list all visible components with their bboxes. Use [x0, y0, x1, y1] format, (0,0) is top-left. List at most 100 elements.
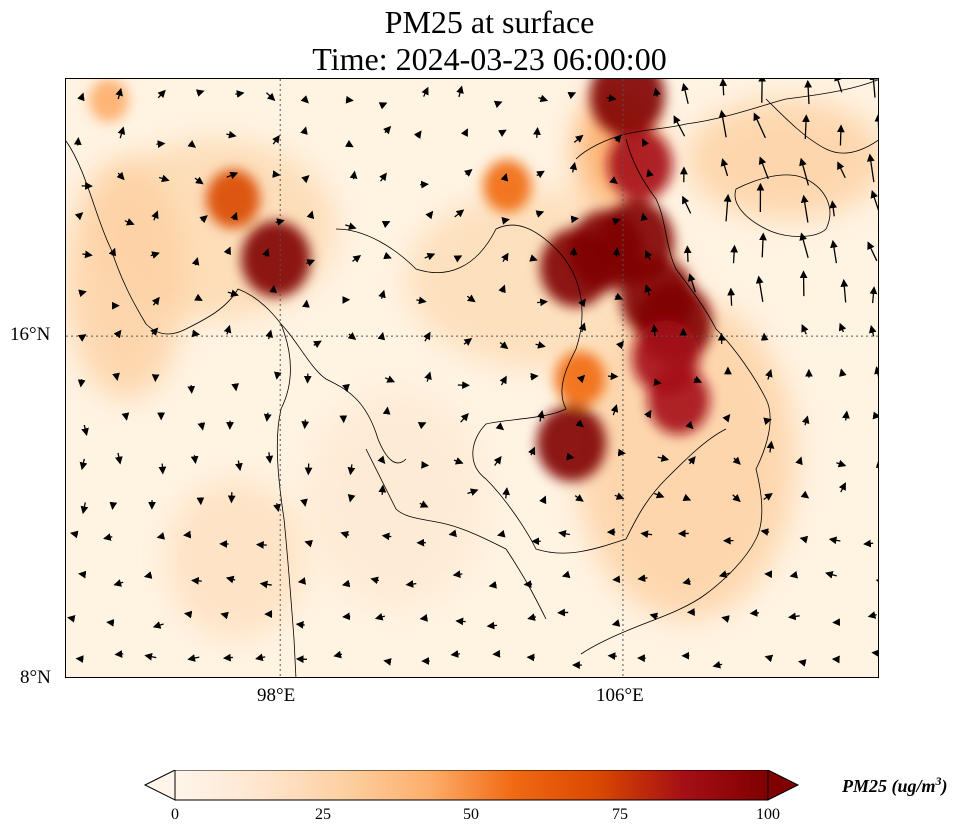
wind-arrow: [799, 232, 809, 258]
wind-arrow: [230, 211, 238, 221]
lon-tick-label: 98°E: [257, 685, 296, 706]
wind-arrow: [347, 332, 357, 341]
wind-arrow: [721, 615, 730, 623]
wind-arrow: [613, 134, 622, 144]
wind-arrow: [424, 253, 436, 261]
wind-arrow: [199, 215, 208, 224]
wind-arrow: [535, 341, 546, 349]
wind-arrow: [537, 298, 548, 307]
colorbar-tick-label: 0: [171, 806, 179, 823]
wind-arrow: [645, 249, 653, 260]
wind-arrow: [306, 210, 315, 220]
wind-arrow: [763, 417, 772, 426]
wind-arrow: [226, 171, 239, 180]
colorbar-tick-label: 25: [315, 806, 331, 823]
wind-arrow: [341, 579, 351, 588]
wind-arrow: [718, 570, 731, 578]
wind-arrow: [313, 340, 322, 348]
wind-arrow: [340, 531, 350, 539]
wind-arrow: [304, 539, 313, 548]
wind-arrow: [558, 529, 570, 538]
wind-arrow: [682, 577, 691, 586]
wind-arrow: [766, 440, 775, 453]
wind-arrow: [158, 174, 170, 183]
wind-arrow: [673, 115, 686, 137]
wind-arrow: [612, 217, 621, 226]
wind-arrow: [687, 456, 696, 465]
wind-arrow: [223, 324, 232, 335]
wind-arrow: [498, 284, 506, 294]
wind-arrow: [732, 456, 741, 465]
wind-arrow: [150, 251, 160, 259]
wind-arrow: [538, 94, 549, 103]
wind-arrow: [269, 284, 277, 293]
wind-arrow: [77, 379, 86, 388]
wind-arrow: [116, 171, 125, 181]
colorbar-label-exponent: 3: [935, 774, 942, 788]
wind-arrow: [231, 383, 239, 392]
wind-arrow: [866, 153, 875, 183]
wind-arrow: [425, 210, 434, 220]
wind-arrow: [867, 611, 877, 619]
wind-arrow: [265, 452, 274, 464]
wind-arrow: [727, 287, 736, 306]
wind-arrow: [561, 570, 571, 579]
wind-arrow: [836, 459, 847, 468]
wind-arrow: [533, 127, 541, 138]
pm25-hotspot: [206, 169, 260, 229]
wind-arrow: [300, 498, 308, 507]
wind-arrow: [614, 292, 624, 300]
country-borders: [66, 79, 878, 677]
wind-arrow: [536, 170, 545, 179]
wind-arrow: [874, 113, 878, 131]
wind-arrow: [187, 654, 200, 662]
wind-arrow: [156, 140, 166, 148]
wind-arrow: [301, 419, 310, 430]
wind-arrow: [609, 176, 618, 184]
wind-arrow: [194, 293, 203, 301]
wind-arrow: [416, 296, 427, 305]
wind-arrow: [875, 460, 878, 469]
wind-arrow: [578, 298, 586, 308]
wind-arrow: [81, 424, 89, 437]
wind-arrow: [349, 170, 358, 180]
pm25-hotspot: [607, 129, 673, 201]
wind-arrow: [839, 368, 847, 377]
wind-arrow: [195, 89, 205, 97]
wind-arrow: [498, 129, 507, 137]
wind-arrow: [693, 375, 703, 384]
wind-arrow: [460, 128, 468, 138]
wind-arrow: [300, 95, 309, 104]
wind-arrow: [763, 492, 773, 501]
wind-arrow: [421, 86, 429, 97]
lat-tick-label: 8°N: [20, 667, 51, 688]
wind-arrow: [67, 614, 76, 623]
wind-arrow: [755, 275, 764, 302]
map-panel: [65, 78, 879, 678]
wind-arrow: [197, 422, 206, 431]
wind-arrow: [836, 124, 845, 146]
wind-arrow: [869, 286, 878, 304]
wind-arrow: [869, 79, 878, 98]
wind-arrow: [413, 130, 422, 140]
wind-arrow: [682, 493, 692, 502]
pm25-hotspot: [241, 220, 311, 298]
wind-arrow: [452, 570, 463, 579]
wind-arrow: [683, 245, 692, 262]
wind-arrow: [424, 371, 432, 382]
wind-arrow: [352, 254, 362, 263]
wind-arrow: [342, 612, 351, 621]
pm25-hotspots: [89, 79, 713, 482]
wind-arrow: [499, 375, 507, 386]
wind-arrow: [649, 612, 659, 621]
wind-arrow: [183, 610, 193, 619]
wind-arrow: [463, 169, 473, 177]
chart-title: PM25 at surface: [384, 4, 595, 40]
wind-arrow: [830, 239, 838, 264]
wind-arrow: [272, 135, 280, 145]
wind-arrow: [300, 126, 308, 135]
wind-arrow: [539, 495, 547, 505]
wind-arrow: [345, 95, 354, 104]
wind-arrow: [611, 619, 621, 627]
wind-arrow: [150, 327, 159, 336]
